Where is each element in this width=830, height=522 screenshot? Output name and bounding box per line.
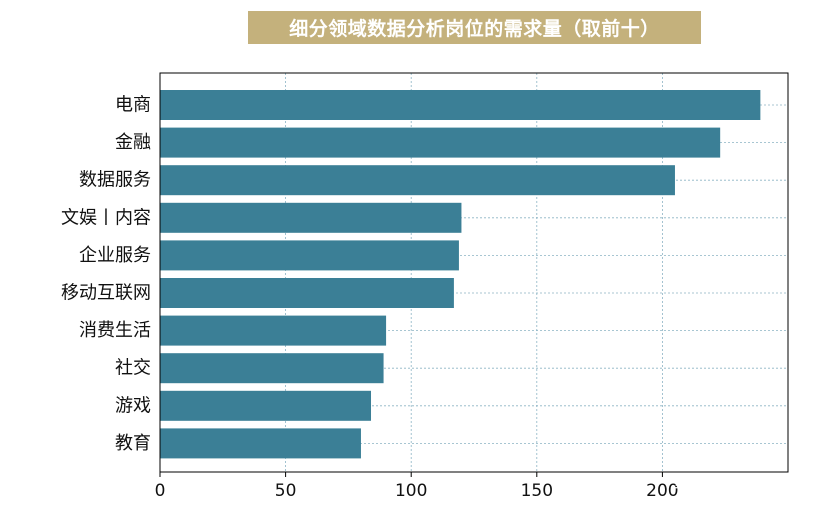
category-label: 移动互联网 [61, 283, 151, 304]
plot-frame [159, 72, 789, 473]
bars-layer [160, 90, 761, 459]
bar [160, 353, 384, 384]
bar [160, 240, 459, 271]
x-tick-label: 50 [275, 481, 297, 501]
bar [160, 127, 721, 158]
bar [160, 278, 454, 308]
bar [160, 390, 372, 421]
bar [160, 165, 675, 196]
category-label: 金融 [115, 132, 151, 153]
category-label: 文娱丨内容 [61, 207, 151, 228]
x-tick-label: 200 [646, 481, 678, 501]
category-label: 电商 [115, 95, 151, 116]
category-label: 游戏 [115, 395, 151, 416]
bar [160, 202, 462, 233]
category-label: 企业服务 [79, 245, 151, 266]
watermark-text: 知乎 @PL2020 [675, 478, 808, 500]
category-label: 社交 [115, 358, 151, 379]
chart-title-box: 细分领域数据分析岗位的需求量（取前十） [248, 11, 701, 44]
x-tick-label: 150 [521, 481, 553, 501]
bar [160, 90, 761, 120]
chart-title: 细分领域数据分析岗位的需求量（取前十） [289, 18, 660, 40]
bar [160, 428, 361, 459]
category-label: 消费生活 [79, 320, 151, 341]
category-label: 教育 [115, 433, 151, 454]
x-tick-label: 100 [395, 481, 427, 501]
category-label: 数据服务 [79, 170, 151, 191]
x-tick-label: 0 [155, 481, 166, 501]
x-tick-labels: 0 50 100 150 200 [155, 472, 679, 501]
bar [160, 315, 387, 346]
